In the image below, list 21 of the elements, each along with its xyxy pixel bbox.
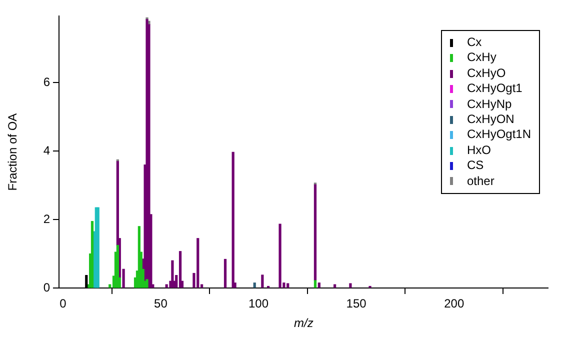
legend-label: other xyxy=(466,174,494,190)
x-tick-label: 200 xyxy=(444,296,464,311)
legend-label: CxHyOgt1 xyxy=(466,81,522,97)
legend-label: Cx xyxy=(466,35,482,50)
y-tick-label: 0 xyxy=(43,280,50,294)
y-tick-label: 6 xyxy=(43,75,50,90)
x-tick-label: 0 xyxy=(60,296,67,311)
x-axis-title: m/z xyxy=(294,316,314,330)
legend-label: CxHyOgt1N xyxy=(466,127,531,143)
legend-label: CxHyON xyxy=(466,112,514,128)
x-tick-label: 100 xyxy=(248,296,269,311)
legend-label: HxO xyxy=(466,142,491,158)
y-tick-label: 4 xyxy=(43,143,50,158)
legend-label: CxHy xyxy=(466,50,496,66)
y-axis-title: Fraction of OA xyxy=(5,113,20,191)
legend-label: CxHyO xyxy=(466,66,506,82)
x-tick-label: 50 xyxy=(154,296,168,311)
legend-label: CS xyxy=(466,158,484,174)
y-tick-label: 2 xyxy=(43,212,50,226)
x-tick-label: 150 xyxy=(346,296,367,311)
legend-label: CxHyNp xyxy=(466,96,512,112)
